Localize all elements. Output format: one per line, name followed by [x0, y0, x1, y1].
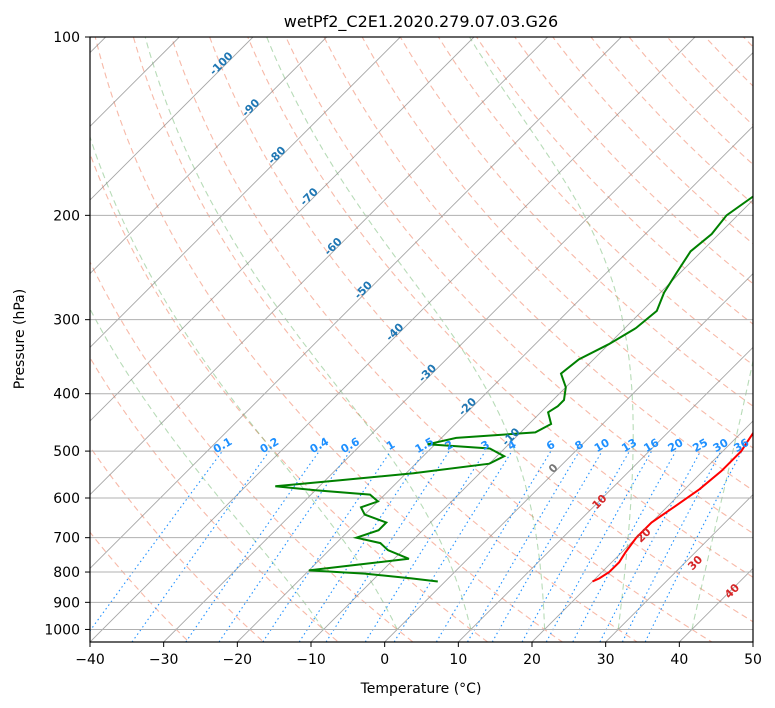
dry-adiabat	[90, 356, 340, 642]
plot-background	[90, 37, 753, 642]
y-tick-label: 300	[53, 313, 80, 329]
dry-adiabat	[285, 37, 753, 535]
x-tick-label: 20	[523, 652, 541, 668]
x-tick-label: 40	[670, 652, 688, 668]
isotherm-line	[90, 37, 401, 348]
x-tick-label: −40	[75, 652, 105, 668]
moist-adiabat	[90, 135, 398, 630]
mixing-ratio-line	[393, 450, 513, 642]
mixing-ratio-line	[325, 450, 450, 642]
isotherm-line	[90, 37, 548, 496]
y-tick-label: 1000	[44, 622, 80, 638]
isotherm-line	[90, 37, 475, 422]
isotherm-line	[605, 494, 753, 642]
isotherm-line	[458, 346, 753, 642]
dry-adiabat	[628, 37, 753, 166]
dry-adiabat	[437, 37, 753, 366]
isotherm-line	[90, 37, 254, 201]
isotherm-line	[752, 641, 753, 642]
mixing-ratio-line	[435, 450, 552, 642]
mixing-ratio-line	[467, 450, 580, 642]
isotherm-line	[90, 37, 622, 569]
isotherm-line	[90, 37, 327, 275]
dry-adiabat	[94, 37, 564, 642]
x-tick-label: 0	[380, 652, 389, 668]
x-tick-label: 30	[597, 652, 615, 668]
moist-adiabat	[90, 307, 325, 630]
mixing-ratio-line	[90, 450, 223, 632]
dry-adiabat	[666, 37, 753, 126]
x-tick-label: −20	[223, 652, 253, 668]
dry-adiabat	[552, 37, 753, 245]
y-tick-label: 600	[53, 491, 80, 507]
mixing-ratio-line	[364, 450, 486, 642]
dry-adiabat	[323, 37, 753, 492]
y-tick-label: 800	[53, 565, 80, 581]
isotherm-line	[90, 37, 696, 642]
y-tick-label: 500	[53, 444, 80, 460]
moist-adiabat	[469, 37, 634, 630]
x-axis: −40 −30 −20 −10 0 10 20 30 40 50	[75, 642, 762, 668]
mixing-ratio-line	[545, 450, 653, 642]
isotherm-line	[310, 199, 753, 642]
mixing-ratio-line	[572, 450, 677, 642]
isotherm-line	[384, 273, 753, 642]
dry-adiabat	[90, 260, 414, 642]
mixing-ratio-line	[521, 450, 630, 642]
dry-adiabat	[475, 37, 753, 325]
mixing-ratio-line	[131, 450, 270, 642]
dry-adiabat	[361, 37, 753, 449]
mixing-ratio-line	[185, 450, 320, 642]
dry-adiabat	[514, 37, 753, 285]
y-tick-label: 700	[53, 531, 80, 547]
mixing-ratio-line	[491, 450, 603, 642]
dewpoint-line	[275, 195, 753, 583]
y-tick-label: 200	[53, 208, 80, 224]
data-lines	[275, 195, 753, 583]
dry-adiabat	[132, 37, 639, 642]
y-tick-label: 900	[53, 595, 80, 611]
moist-adiabat	[144, 37, 472, 630]
background-lines	[90, 37, 753, 642]
x-tick-label: 50	[744, 652, 762, 668]
dry-adiabat	[590, 37, 753, 205]
dry-adiabat	[399, 37, 753, 407]
dry-adiabat	[170, 37, 713, 642]
x-tick-label: −30	[149, 652, 179, 668]
isotherm-line	[163, 52, 753, 642]
x-tick-label: 10	[449, 652, 467, 668]
mixing-ratio-line	[298, 450, 425, 642]
moist-adiabat	[691, 358, 753, 630]
dry-adiabat	[247, 37, 753, 578]
plot-frame	[89, 36, 754, 643]
y-tick-label: 100	[53, 30, 80, 46]
x-axis-label: Temperature (°C)	[360, 681, 482, 697]
dry-adiabat	[90, 531, 190, 642]
y-axis-label: Pressure (hPa)	[12, 289, 28, 389]
isotherm-line	[237, 125, 753, 642]
x-tick-label: −10	[296, 652, 326, 668]
temperature-line	[592, 431, 753, 583]
pressure-grid	[90, 37, 753, 630]
y-tick-label: 400	[53, 387, 80, 403]
chart-title: wetPf2_C2E1.2020.279.07.03.G26	[284, 12, 558, 32]
moist-adiabat	[266, 37, 546, 630]
y-axis: 100 200 300 400 500 600 700 800 900 1000	[44, 30, 90, 638]
